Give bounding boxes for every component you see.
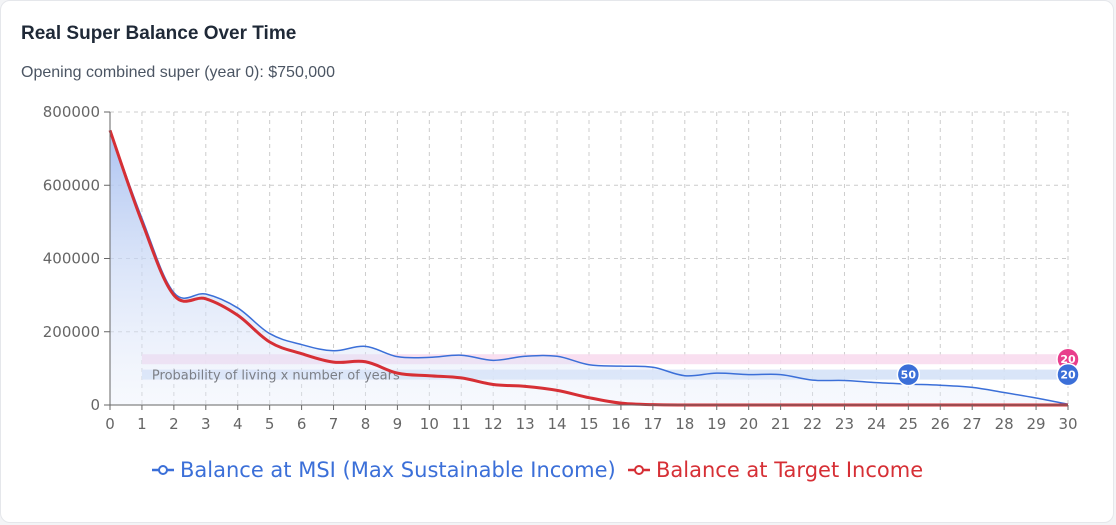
x-tick-label: 18 bbox=[675, 415, 694, 433]
chart-subtitle: Opening combined super (year 0): $750,00… bbox=[21, 64, 335, 81]
series-area-msi bbox=[110, 130, 1068, 405]
x-tick-label: 2 bbox=[169, 415, 179, 433]
x-tick-label: 17 bbox=[643, 415, 662, 433]
x-tick-label: 7 bbox=[329, 415, 339, 433]
x-tick-label: 12 bbox=[484, 415, 503, 433]
x-tick-label: 14 bbox=[548, 415, 567, 433]
x-tick-label: 21 bbox=[771, 415, 790, 433]
x-tick-label: 24 bbox=[867, 415, 886, 433]
x-tick-label: 19 bbox=[707, 415, 726, 433]
x-tick-label: 26 bbox=[931, 415, 950, 433]
legend-swatch-dot bbox=[158, 465, 168, 475]
x-tick-label: 1 bbox=[137, 415, 147, 433]
x-tick-label: 0 bbox=[105, 415, 115, 433]
y-tick-label: 800000 bbox=[43, 103, 100, 121]
probability-marker-label: 20 bbox=[1060, 369, 1076, 382]
x-tick-label: 20 bbox=[739, 415, 758, 433]
x-tick-label: 16 bbox=[611, 415, 630, 433]
y-tick-label: 600000 bbox=[43, 176, 100, 194]
x-tick-label: 25 bbox=[899, 415, 918, 433]
x-tick-label: 27 bbox=[963, 415, 982, 433]
legend-label: Balance at MSI (Max Sustainable Income) bbox=[180, 458, 616, 482]
x-tick-label: 28 bbox=[995, 415, 1014, 433]
x-tick-label: 10 bbox=[420, 415, 439, 433]
x-tick-label: 22 bbox=[803, 415, 822, 433]
msi-area bbox=[110, 130, 1068, 405]
probability-marker-label: 50 bbox=[901, 369, 917, 382]
x-tick-label: 5 bbox=[265, 415, 275, 433]
probability-markers: 20 50 20 bbox=[896, 347, 1080, 387]
probability-band-pink bbox=[141, 354, 1068, 365]
grid-lines bbox=[110, 111, 1069, 405]
legend-swatch-dot bbox=[634, 465, 644, 475]
legend-label: Balance at Target Income bbox=[656, 458, 923, 482]
probability-marker-label: 20 bbox=[1060, 353, 1076, 366]
x-tick-label: 29 bbox=[1027, 415, 1046, 433]
x-tick-label: 23 bbox=[835, 415, 854, 433]
y-tick-label: 200000 bbox=[43, 323, 100, 341]
x-tick-label: 11 bbox=[452, 415, 471, 433]
chart-title: Real Super Balance Over Time bbox=[21, 23, 297, 44]
x-tick-label: 4 bbox=[233, 415, 243, 433]
y-tick-label: 0 bbox=[90, 396, 100, 414]
x-tick-label: 13 bbox=[516, 415, 535, 433]
x-tick-label: 3 bbox=[201, 415, 211, 433]
x-tick-label: 30 bbox=[1058, 415, 1077, 433]
legend: Balance at MSI (Max Sustainable Income) B… bbox=[152, 458, 923, 482]
x-tick-label: 15 bbox=[579, 415, 598, 433]
x-tick-label: 6 bbox=[297, 415, 307, 433]
x-tick-label: 9 bbox=[393, 415, 403, 433]
probability-marker bbox=[896, 362, 921, 387]
x-tick-label: 8 bbox=[361, 415, 371, 433]
y-tick-label: 400000 bbox=[43, 250, 100, 268]
probability-marker bbox=[1056, 362, 1080, 387]
